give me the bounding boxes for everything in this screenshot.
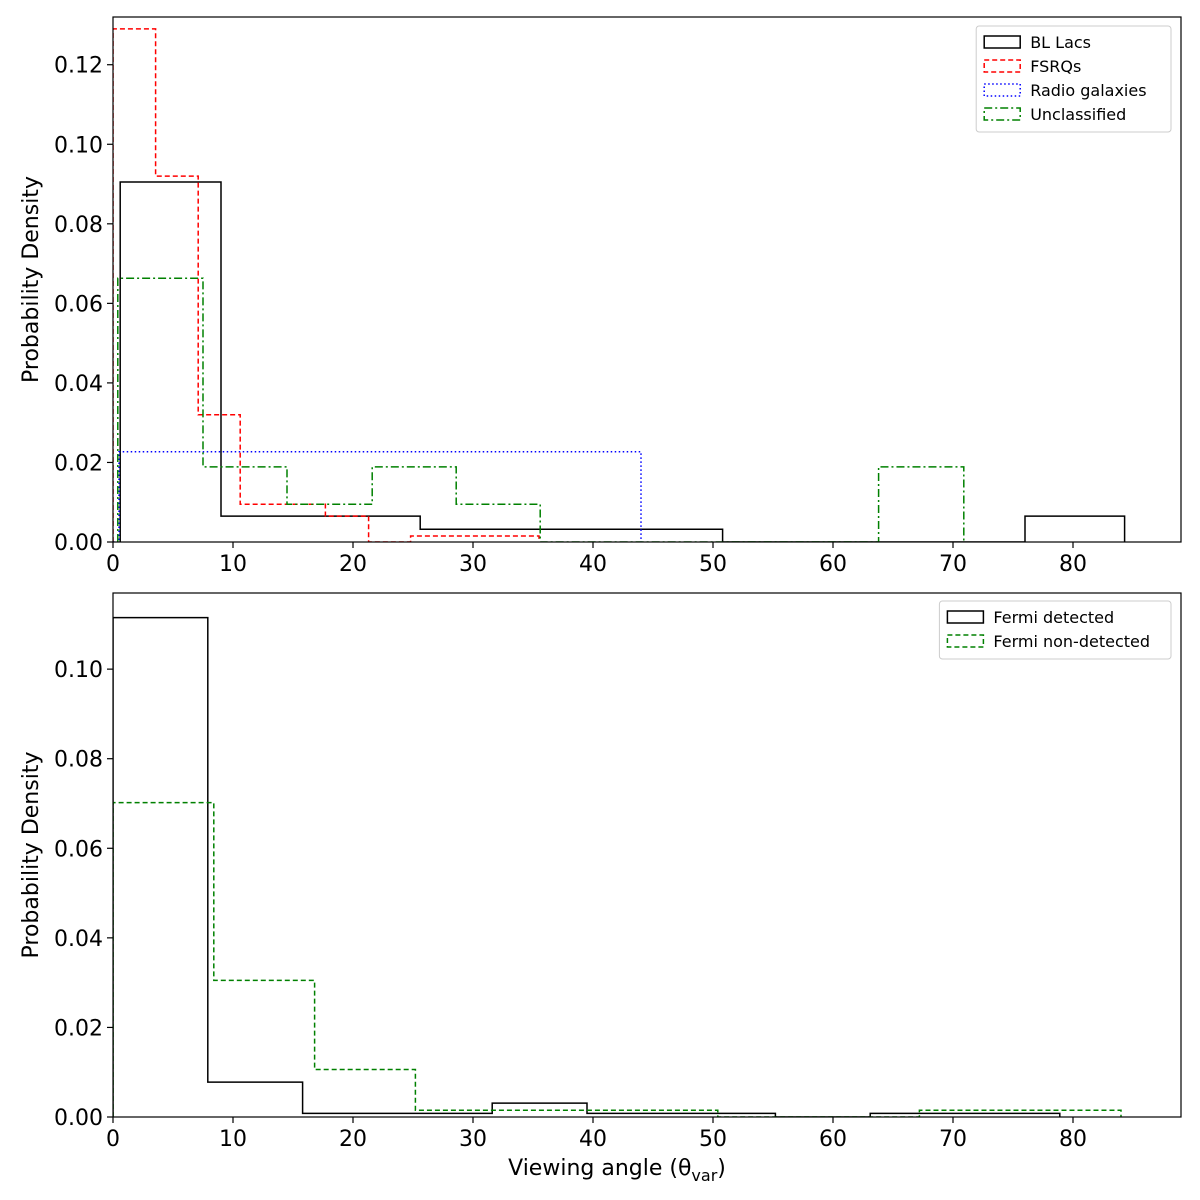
y-tick-label: 0.00 xyxy=(54,531,103,556)
legend-box xyxy=(975,25,1172,133)
y-tick-label: 0.06 xyxy=(54,292,103,317)
x-tick-label: 20 xyxy=(339,552,367,577)
y-tick-label: 0.02 xyxy=(54,451,103,476)
x-tick-label: 70 xyxy=(939,1127,967,1152)
y-tick-label: 0.10 xyxy=(54,133,103,158)
y-tick-label: 0.08 xyxy=(54,213,103,238)
y-tick-label: 0.06 xyxy=(54,837,103,862)
y-tick-label: 0.00 xyxy=(54,1106,103,1131)
x-axis-label-suffix: ) xyxy=(717,1156,726,1181)
legend-swatch-fermi-non-detected xyxy=(946,634,985,648)
x-tick-label: 80 xyxy=(1059,1127,1087,1152)
x-axis-label: Viewing angle (θvar) xyxy=(508,1156,726,1185)
legend-box xyxy=(938,600,1172,660)
x-tick-label: 70 xyxy=(939,552,967,577)
bottom-histogram-panel: 0 10 20 30 40 50 60 70 80 0.00 0.02 0.04 0.06 0.08 0.1… xyxy=(19,592,1182,1185)
legend-swatch-fsrqs xyxy=(983,59,1021,73)
legend-label-fsrqs: FSRQs xyxy=(1030,57,1081,76)
legend-swatch-fermi-detected xyxy=(946,610,985,624)
x-tick-label: 40 xyxy=(579,1127,607,1152)
y-tick-label: 0.08 xyxy=(54,748,103,773)
axes-frame xyxy=(112,16,1182,543)
y-tick-label: 0.12 xyxy=(54,54,103,79)
x-tick-label: 0 xyxy=(106,1127,120,1152)
series-radio-galaxies-step xyxy=(113,450,642,542)
series-bl-lacs-step xyxy=(119,181,1126,542)
y-axis-label: Probability Density xyxy=(19,176,44,383)
x-tick-label: 50 xyxy=(699,552,727,577)
series-fermi-non-detected-step xyxy=(113,801,1122,1117)
x-tick-label: 60 xyxy=(819,1127,847,1152)
y-tick-label: 0.10 xyxy=(54,658,103,683)
series-fsrqs-step xyxy=(113,28,540,542)
legend-label-radio-galaxies: Radio galaxies xyxy=(1030,81,1146,100)
y-tick-label: 0.04 xyxy=(54,372,103,397)
x-tick-label: 60 xyxy=(819,552,847,577)
x-tick-label: 30 xyxy=(459,1127,487,1152)
y-axis-label: Probability Density xyxy=(19,752,44,959)
legend-swatch-unclassified xyxy=(983,107,1021,121)
x-tick-label: 10 xyxy=(219,1127,247,1152)
x-tick-label: 50 xyxy=(699,1127,727,1152)
x-tick-label: 80 xyxy=(1059,552,1087,577)
x-tick-label: 0 xyxy=(106,552,120,577)
axes-frame xyxy=(112,592,1182,1118)
y-tick-label: 0.02 xyxy=(54,1016,103,1041)
legend-label-fermi-non-detected: Fermi non-detected xyxy=(993,632,1150,651)
top-histogram-panel: 0 10 20 30 40 50 60 70 80 0.00 0.02 0.04 0.06 0.08 0.1… xyxy=(19,16,1182,577)
series-fermi-detected-step xyxy=(113,616,1061,1117)
x-axis-label-main: Viewing angle (θ xyxy=(508,1156,691,1181)
legend-label-fermi-detected: Fermi detected xyxy=(993,608,1114,627)
series-unclassified-step xyxy=(117,277,965,542)
legend-swatch-bl-lacs xyxy=(983,35,1021,49)
x-axis-label-subscript: var xyxy=(691,1166,717,1185)
legend-label-bl-lacs: BL Lacs xyxy=(1030,33,1091,52)
x-tick-label: 40 xyxy=(579,552,607,577)
x-tick-label: 10 xyxy=(219,552,247,577)
x-tick-label: 30 xyxy=(459,552,487,577)
y-tick-label: 0.04 xyxy=(54,927,103,952)
legend-label-unclassified: Unclassified xyxy=(1030,105,1126,124)
x-tick-label: 20 xyxy=(339,1127,367,1152)
